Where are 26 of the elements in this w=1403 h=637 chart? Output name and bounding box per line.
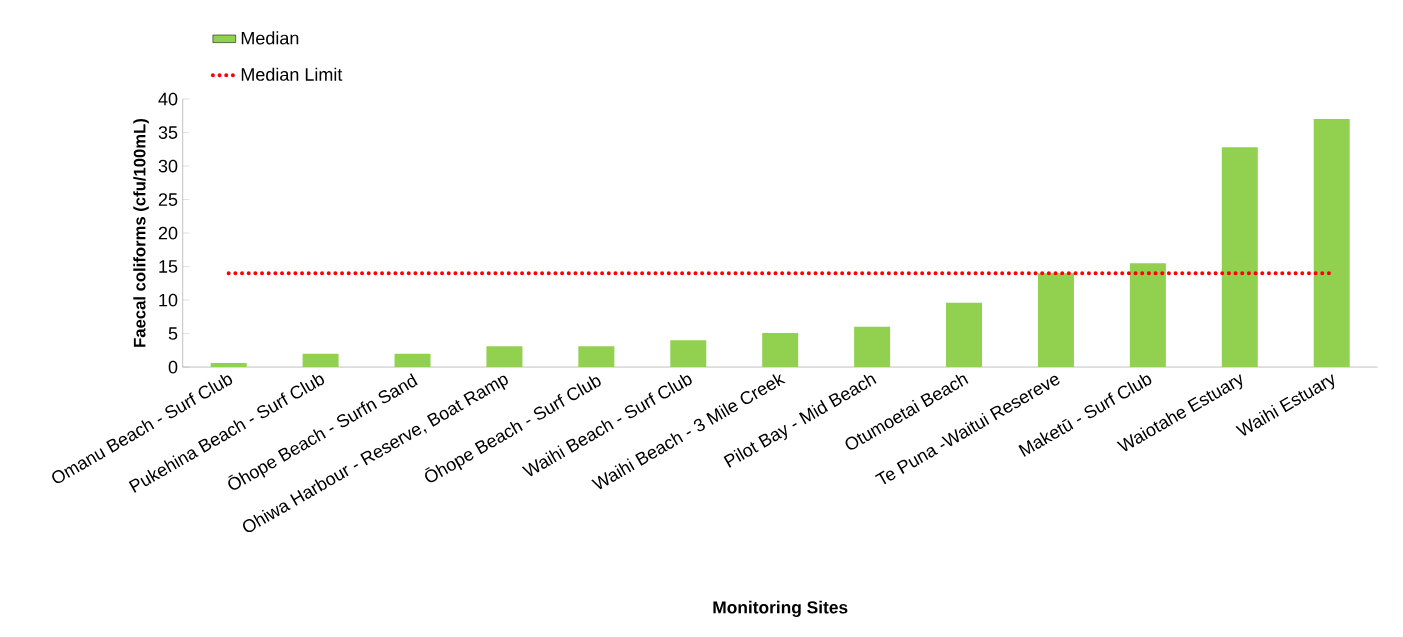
bar: [1129, 262, 1166, 367]
bar: [578, 346, 615, 367]
y-tick-label: 0: [168, 360, 178, 374]
y-tick-label: 20: [158, 226, 178, 240]
bar: [210, 362, 247, 367]
y-tick-label: 40: [158, 92, 178, 106]
legend-label: Median Limit: [241, 67, 343, 81]
bar: [762, 332, 799, 367]
x-axis-title: Monitoring Sites: [713, 600, 848, 617]
y-tick-label: 10: [159, 293, 178, 307]
y-tick-label: 25: [158, 192, 178, 206]
bar: [1313, 118, 1350, 367]
y-axis-title: Faecal coliforms (cfu/100mL): [133, 118, 149, 347]
bar: [302, 353, 339, 367]
bar: [946, 302, 983, 367]
bar: [486, 346, 523, 367]
y-tick-label: 5: [168, 327, 178, 340]
bar: [1221, 147, 1258, 367]
bar: [1037, 273, 1074, 367]
legend-label: Median: [241, 31, 299, 45]
y-tick-label: 35: [158, 125, 178, 139]
bar: [854, 326, 891, 367]
y-tick-label: 15: [159, 260, 178, 273]
y-tick-label: 30: [158, 159, 178, 173]
bar: [394, 353, 431, 367]
bar: [670, 340, 707, 367]
